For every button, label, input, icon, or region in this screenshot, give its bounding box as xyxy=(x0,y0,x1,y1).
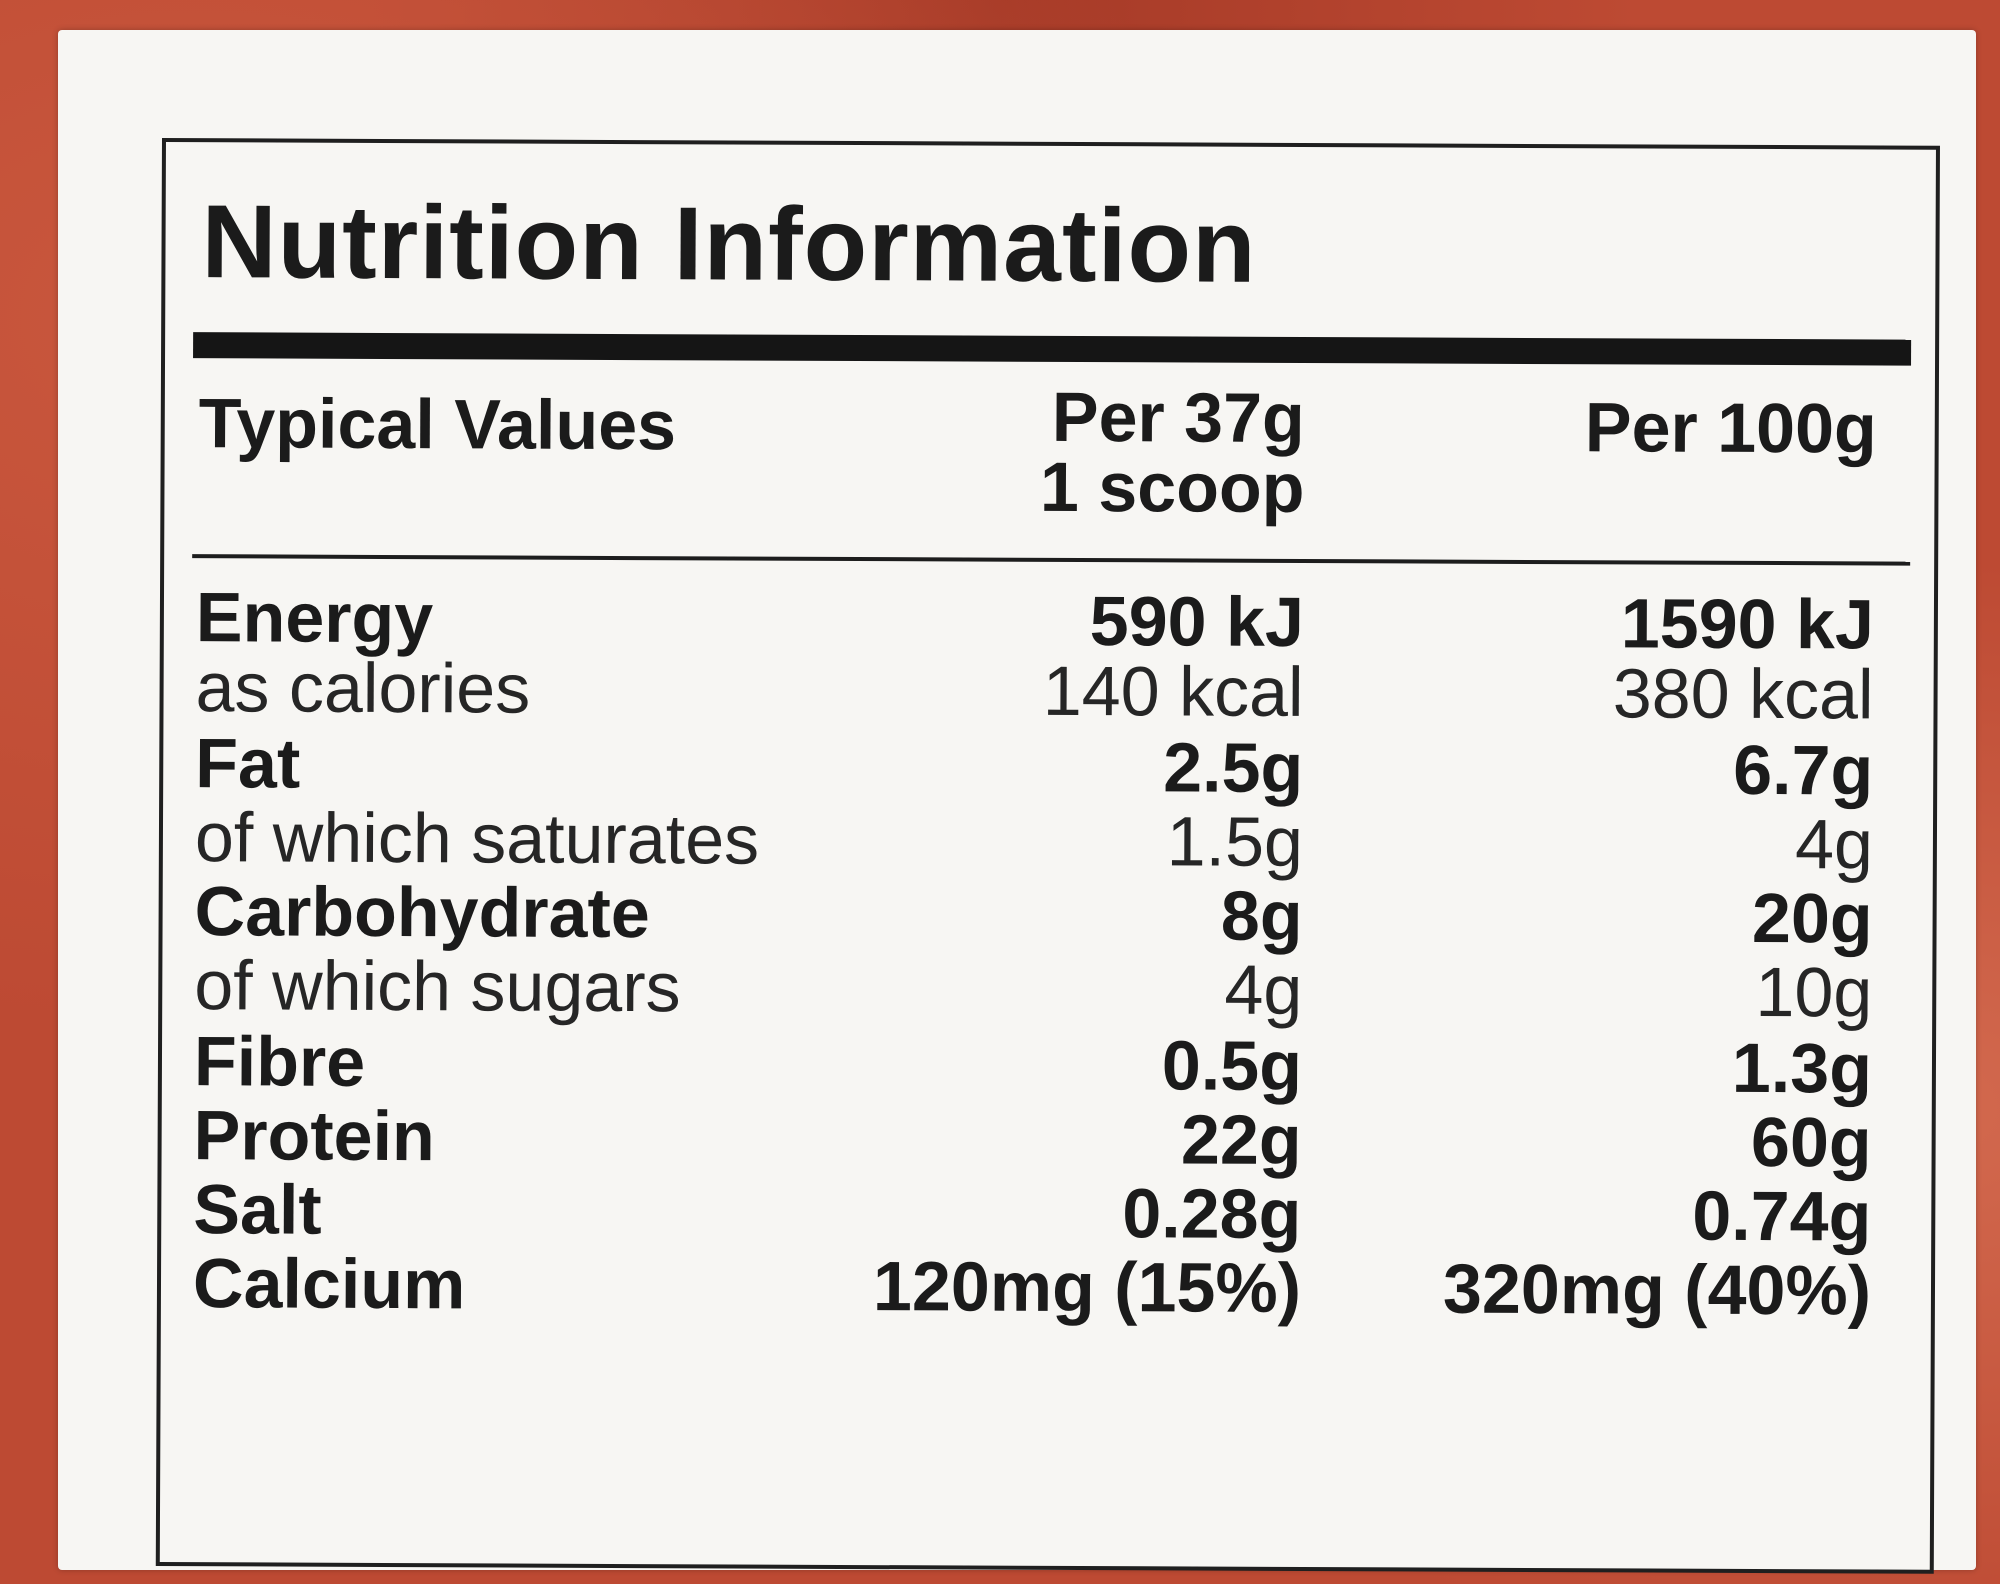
value-per-serving: 140 kcal xyxy=(1042,651,1304,731)
value-per-100g: 1.3g xyxy=(1731,1028,1873,1108)
value-per-100g: 0.74g xyxy=(1692,1176,1872,1256)
value-per-serving: 0.28g xyxy=(1122,1174,1302,1253)
thick-divider xyxy=(193,332,1912,366)
nutrient-name: Fibre xyxy=(193,1022,366,1101)
label-card: Nutrition Information Typical Values Per… xyxy=(58,30,1976,1574)
panel-title: Nutrition Information xyxy=(201,184,1257,305)
value-per-100g: 60g xyxy=(1750,1102,1872,1182)
value-per-100g: 320mg (40%) xyxy=(1442,1249,1872,1330)
header-per-serving: Per 37g 1 scoop xyxy=(1039,377,1305,527)
value-per-100g: 6.7g xyxy=(1733,730,1874,810)
nutrient-name: Carbohydrate xyxy=(194,872,650,953)
nutrition-rows: Energy 590 kJ 1590 kJ as calories 140 kcal 38… xyxy=(164,578,1934,1329)
value-per-serving: 1.5g xyxy=(1166,802,1304,881)
thin-divider xyxy=(192,554,1911,566)
nutrient-name: as calories xyxy=(195,648,531,728)
header-typical-values: Typical Values xyxy=(198,384,677,465)
nutrition-panel: Nutrition Information Typical Values Per… xyxy=(155,138,1940,1574)
value-per-100g: 380 kcal xyxy=(1612,654,1874,734)
nutrient-name: Energy xyxy=(195,578,434,658)
nutrient-name: Calcium xyxy=(192,1244,466,1324)
nutrient-name: Protein xyxy=(193,1096,435,1176)
value-per-100g: 4g xyxy=(1794,805,1874,884)
header-per-100g: Per 100g xyxy=(1584,388,1877,468)
value-per-serving: 590 kJ xyxy=(1089,582,1305,661)
value-per-serving: 22g xyxy=(1180,1100,1302,1179)
value-per-serving: 120mg (15%) xyxy=(872,1247,1302,1327)
value-per-serving: 8g xyxy=(1220,876,1303,955)
nutrient-name: Salt xyxy=(193,1170,322,1249)
value-per-100g: 20g xyxy=(1751,878,1873,958)
header-per-serving-line1: Per 37g xyxy=(1051,377,1305,457)
nutrient-name: of which saturates xyxy=(194,798,760,879)
nutrient-row: Calcium 120mg (15%) 320mg (40%) xyxy=(161,1244,1931,1352)
value-per-serving: 0.5g xyxy=(1161,1026,1303,1105)
nutrient-name: of which sugars xyxy=(194,946,681,1027)
value-per-serving: 4g xyxy=(1224,950,1303,1029)
value-per-serving: 2.5g xyxy=(1163,728,1304,807)
header-per-serving-line2: 1 scoop xyxy=(1039,447,1305,527)
nutrient-name: Fat xyxy=(195,724,301,803)
value-per-100g: 1590 kJ xyxy=(1620,584,1875,664)
value-per-100g: 10g xyxy=(1755,952,1873,1032)
